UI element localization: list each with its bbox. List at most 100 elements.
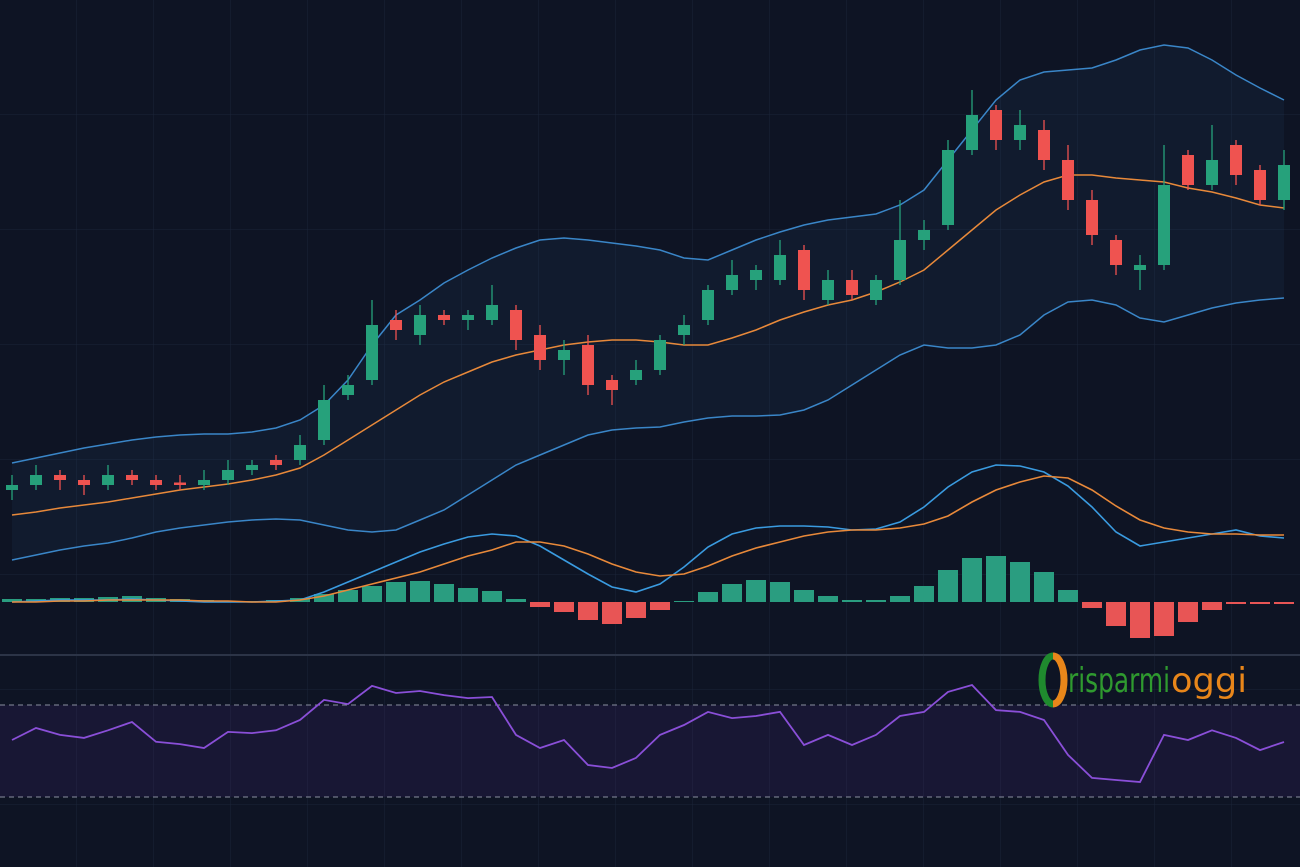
- candle-body: [54, 475, 66, 480]
- histogram-bar: [1106, 602, 1126, 626]
- histogram-bar: [1274, 602, 1294, 604]
- candle-body: [222, 470, 234, 480]
- candle-body: [942, 150, 954, 225]
- histogram-bar: [698, 592, 718, 602]
- macd-line: [11, 464, 1285, 603]
- histogram-bar: [410, 581, 430, 602]
- candle-body: [798, 250, 810, 290]
- logo-text: risparmi: [1068, 661, 1170, 701]
- histogram-bar: [578, 602, 598, 620]
- candle-body: [966, 115, 978, 150]
- candle-body: [918, 230, 930, 240]
- histogram-bar: [1130, 602, 1150, 638]
- histogram-bar: [794, 590, 814, 602]
- histogram-bar: [338, 590, 358, 602]
- candle-body: [1182, 155, 1194, 185]
- histogram-bar: [722, 584, 742, 602]
- candle-body: [630, 370, 642, 380]
- histogram-bar: [506, 599, 526, 602]
- histogram-bar: [434, 584, 454, 602]
- candle-body: [486, 305, 498, 320]
- candle-body: [822, 280, 834, 300]
- candle-body: [558, 350, 570, 360]
- candle-body: [678, 325, 690, 335]
- candle-body: [1086, 200, 1098, 235]
- candle-body: [750, 270, 762, 280]
- candle-body: [390, 320, 402, 330]
- candle-body: [6, 485, 18, 490]
- overlay-line: [11, 44, 1285, 464]
- histogram-bar: [602, 602, 622, 624]
- candle-body: [1254, 170, 1266, 200]
- candle-body: [606, 380, 618, 390]
- histogram-bar: [866, 600, 886, 602]
- candle-body: [582, 345, 594, 385]
- histogram-bar: [386, 582, 406, 602]
- histogram-bar: [1250, 602, 1270, 604]
- candle-body: [198, 480, 210, 485]
- candle-body: [366, 325, 378, 380]
- candle-body: [102, 475, 114, 485]
- rsi-line: [11, 683, 1285, 783]
- candle-body: [990, 110, 1002, 140]
- histogram-bar: [1154, 602, 1174, 636]
- plots: [0, 44, 1300, 798]
- histogram-bar: [1226, 602, 1246, 604]
- candle-body: [702, 290, 714, 320]
- histogram-bar: [1178, 602, 1198, 622]
- logo-text: oggi: [1171, 661, 1247, 701]
- candle-body: [1038, 130, 1050, 160]
- candle-body: [1134, 265, 1146, 270]
- histogram-bar: [650, 602, 670, 610]
- candle-body: [1158, 185, 1170, 265]
- candle-body: [270, 460, 282, 465]
- candle-body: [654, 340, 666, 370]
- histogram-bar: [914, 586, 934, 602]
- histogram-bar: [890, 596, 910, 602]
- candle-body: [294, 445, 306, 460]
- histogram-bar: [842, 600, 862, 602]
- logo-ring-right: [1052, 652, 1068, 708]
- macd-line: [12, 475, 1284, 603]
- histogram-bar: [362, 586, 382, 602]
- candle-body: [318, 400, 330, 440]
- histogram-bar: [1082, 602, 1102, 608]
- candle-body: [30, 475, 42, 485]
- histogram-bar: [1010, 562, 1030, 602]
- histogram-bar: [770, 582, 790, 602]
- histogram-bar: [986, 556, 1006, 602]
- histogram-bar: [1202, 602, 1222, 610]
- candle-body: [774, 255, 786, 280]
- histogram-bar: [458, 588, 478, 602]
- candle-body: [894, 240, 906, 280]
- candle-body: [246, 465, 258, 470]
- histogram-bar: [938, 570, 958, 602]
- overlay-line: [11, 297, 1285, 561]
- histogram-bar: [530, 602, 550, 607]
- candle-body: [126, 475, 138, 480]
- histogram-bar: [482, 591, 502, 602]
- candle-body: [1230, 145, 1242, 175]
- candle-body: [150, 480, 162, 485]
- candle-body: [870, 280, 882, 300]
- histogram-bar: [962, 558, 982, 602]
- candle-body: [78, 480, 90, 485]
- candle-body: [342, 385, 354, 395]
- histogram-bar: [1034, 572, 1054, 602]
- candle-body: [1278, 165, 1290, 200]
- candle-body: [510, 310, 522, 340]
- histogram-bar: [746, 580, 766, 602]
- logo: risparmi oggi: [1038, 652, 1247, 708]
- histogram-bar: [818, 596, 838, 602]
- candle-body: [534, 335, 546, 360]
- candle-body: [462, 315, 474, 320]
- candle-body: [1110, 240, 1122, 265]
- histogram-bar: [314, 594, 334, 602]
- logo-ring-left: [1038, 652, 1054, 708]
- histogram-bar: [2, 599, 22, 602]
- candle-body: [1062, 160, 1074, 200]
- candle-body: [414, 315, 426, 335]
- histogram-bar: [1058, 590, 1078, 602]
